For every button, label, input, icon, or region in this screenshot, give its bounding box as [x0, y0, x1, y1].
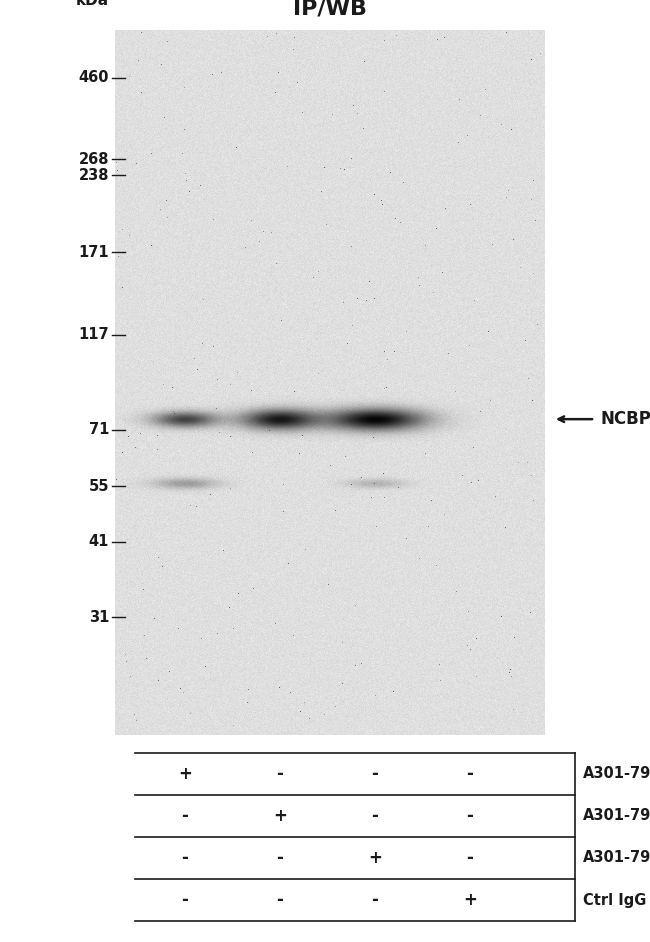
- Text: kDa: kDa: [76, 0, 109, 8]
- Text: 41: 41: [88, 534, 109, 549]
- Text: 31: 31: [88, 609, 109, 625]
- Text: -: -: [181, 849, 188, 867]
- Text: 460: 460: [79, 71, 109, 86]
- Text: -: -: [467, 765, 473, 783]
- Text: -: -: [181, 891, 188, 909]
- Text: Ctrl IgG: Ctrl IgG: [583, 892, 646, 907]
- Text: 117: 117: [79, 327, 109, 342]
- Text: -: -: [372, 765, 378, 783]
- Text: 71: 71: [88, 422, 109, 437]
- Text: -: -: [467, 807, 473, 825]
- Text: -: -: [372, 891, 378, 909]
- Text: +: +: [463, 891, 477, 909]
- Text: 171: 171: [79, 245, 109, 260]
- Text: A301-794A-3: A301-794A-3: [583, 808, 650, 823]
- Text: -: -: [372, 807, 378, 825]
- Text: +: +: [368, 849, 382, 867]
- Text: 238: 238: [79, 168, 109, 183]
- Text: NCBP1: NCBP1: [600, 410, 650, 429]
- Text: -: -: [276, 891, 283, 909]
- Text: -: -: [276, 849, 283, 867]
- Text: IP/WB: IP/WB: [293, 0, 367, 18]
- Text: +: +: [178, 765, 192, 783]
- Text: +: +: [273, 807, 287, 825]
- Text: A301-793A: A301-793A: [583, 851, 650, 866]
- Text: 268: 268: [79, 152, 109, 167]
- Text: -: -: [276, 765, 283, 783]
- Text: 55: 55: [88, 479, 109, 494]
- Text: -: -: [181, 807, 188, 825]
- Text: -: -: [467, 849, 473, 867]
- Text: A301-794A-2: A301-794A-2: [583, 767, 650, 782]
